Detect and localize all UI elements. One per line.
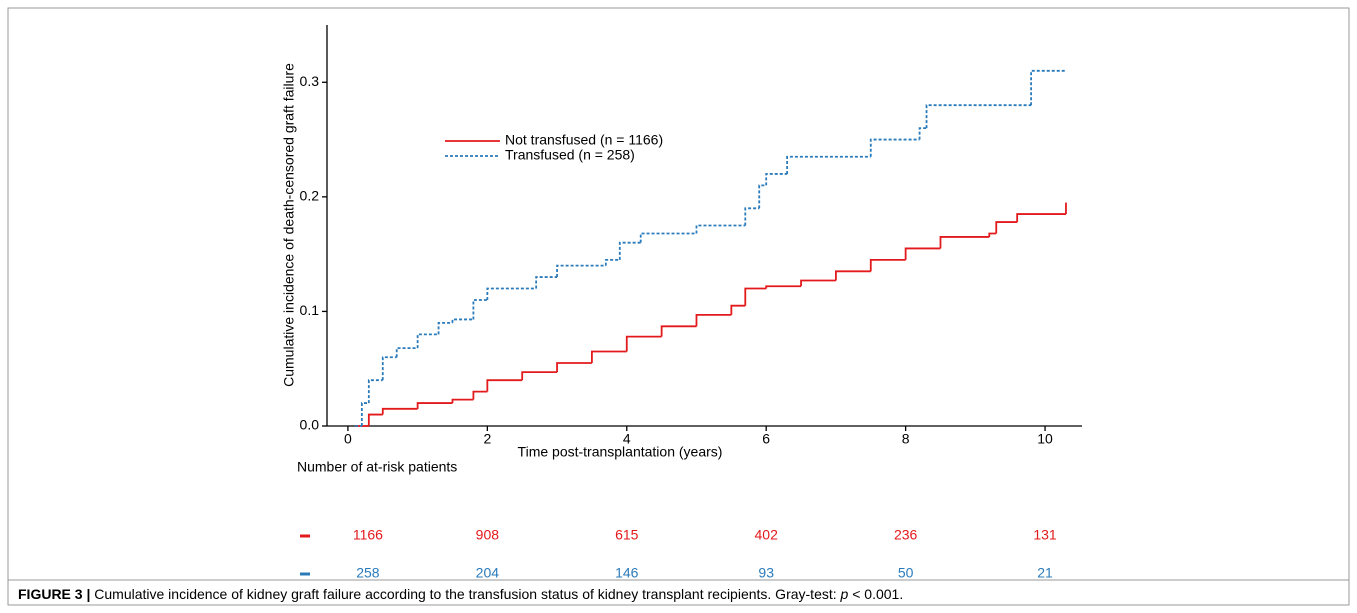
step-segment — [556, 264, 606, 278]
step-segment — [556, 362, 592, 373]
step-segment — [472, 390, 488, 400]
risk-count: 615 — [615, 527, 639, 543]
caption-tail: < 0.001. — [852, 586, 903, 602]
risk-count: 21 — [1037, 565, 1053, 581]
step-segment — [744, 207, 760, 226]
step-segment — [360, 402, 369, 426]
y-tick-label: 0.2 — [300, 188, 320, 204]
step-segment — [660, 325, 697, 337]
figure-border — [7, 7, 1350, 606]
step-segment — [395, 347, 418, 358]
step-segment — [988, 232, 997, 237]
step-segment — [521, 371, 558, 381]
risk-count: 402 — [755, 527, 779, 543]
caption-label: FIGURE 3 | — [18, 586, 90, 602]
step-segment — [730, 304, 746, 315]
caption-italic: p — [840, 586, 849, 602]
step-segment — [451, 318, 474, 323]
legend-label: Transfused (n = 258) — [505, 147, 635, 163]
x-tick-label: 8 — [902, 431, 910, 447]
step-segment — [758, 184, 767, 209]
step-segment — [695, 313, 732, 327]
risk-count: 93 — [758, 565, 774, 581]
step-segment — [618, 241, 641, 260]
legend-label: Not transfused (n = 1166) — [505, 132, 663, 148]
x-axis-label: Time post-transplantation (years) — [518, 444, 723, 460]
step-segment — [995, 221, 1018, 234]
step-segment — [765, 173, 788, 186]
step-segment — [367, 379, 383, 404]
step-segment — [869, 258, 906, 272]
x-tick-label: 4 — [623, 431, 631, 447]
y-tick-label: 0.3 — [300, 73, 320, 89]
risk-count: 1166 — [353, 527, 383, 543]
caption-text: Cumulative incidence of kidney graft fai… — [94, 586, 836, 602]
risk-count: 204 — [476, 565, 500, 581]
step-segment — [904, 247, 941, 260]
y-tick-label: 0.1 — [300, 302, 320, 318]
step-segment — [625, 335, 662, 352]
step-segment — [451, 398, 474, 404]
step-segment — [472, 299, 488, 320]
step-segment — [367, 413, 383, 426]
risk-count: 50 — [898, 565, 914, 581]
step-segment — [381, 356, 397, 381]
step-segment — [486, 287, 537, 300]
x-tick-label: 2 — [483, 431, 491, 447]
step-segment — [869, 138, 920, 157]
step-segment — [786, 155, 871, 174]
risk-table-title: Number of at-risk patients — [297, 459, 457, 475]
risk-count: 258 — [356, 565, 380, 581]
risk-count: 236 — [894, 527, 918, 543]
step-segment — [437, 321, 453, 335]
step-segment — [604, 258, 620, 266]
step-segment — [416, 333, 439, 349]
x-tick-label: 10 — [1037, 431, 1053, 447]
risk-count: 131 — [1033, 527, 1057, 543]
risk-count: 908 — [476, 527, 500, 543]
step-segment — [381, 407, 418, 415]
step-segment — [925, 104, 1032, 129]
step-segment — [800, 279, 836, 287]
y-axis-label: Cumulative incidence of death-censored g… — [281, 63, 297, 387]
step-segment — [591, 350, 627, 363]
step-segment — [918, 127, 927, 140]
step-segment — [744, 287, 767, 306]
caption: FIGURE 3 | Cumulative incidence of kidne… — [18, 586, 903, 602]
y-tick-label: 0.0 — [300, 417, 320, 433]
x-tick-label: 0 — [344, 431, 352, 447]
step-segment — [835, 270, 871, 281]
step-segment — [416, 402, 453, 409]
step-segment — [939, 236, 990, 249]
x-tick-label: 6 — [762, 431, 770, 447]
step-segment — [1030, 69, 1066, 106]
risk-count: 146 — [615, 565, 639, 581]
step-segment — [765, 285, 802, 289]
step-segment — [695, 224, 746, 234]
step-segment — [1016, 213, 1066, 223]
step-segment — [486, 379, 523, 392]
step-segment — [535, 276, 558, 289]
step-segment — [639, 232, 697, 243]
